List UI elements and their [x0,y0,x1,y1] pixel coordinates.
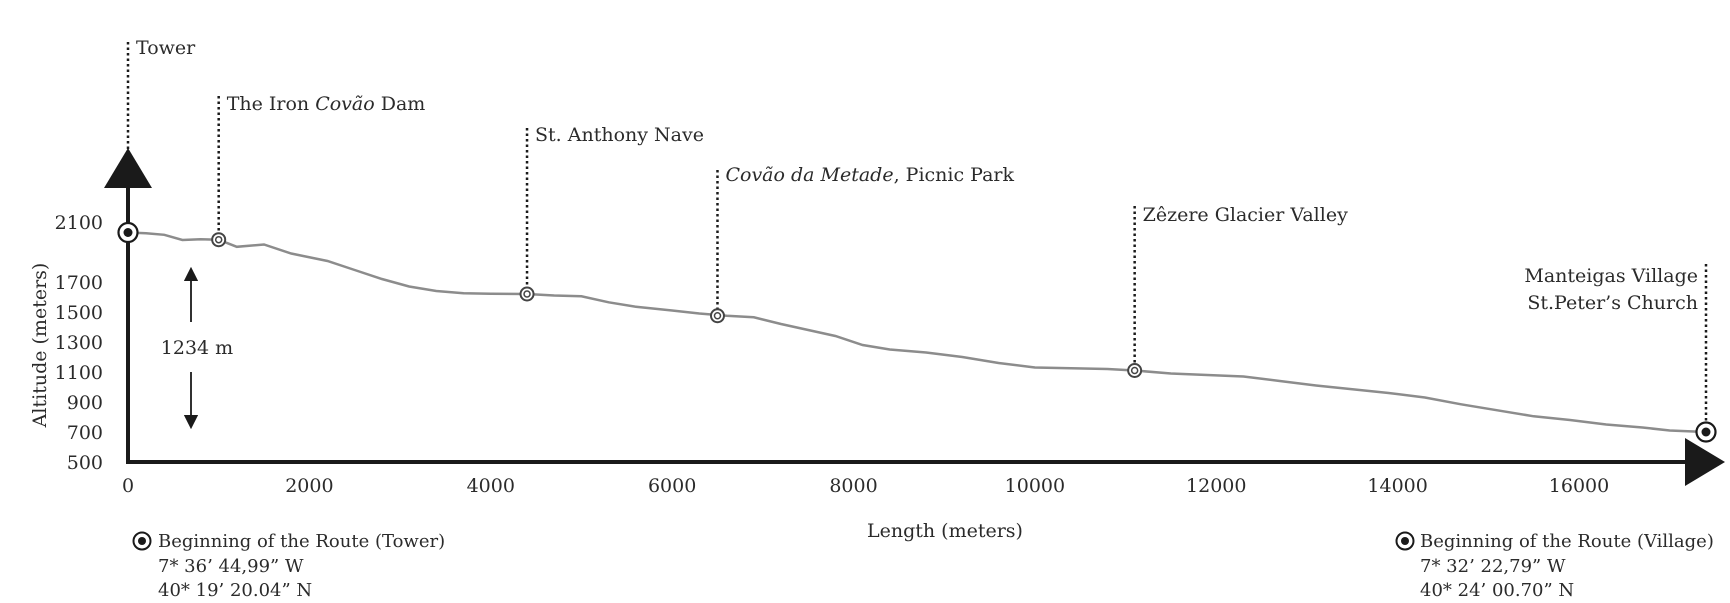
annotation-label-line1: Manteigas Village [1524,265,1698,287]
x-axis-title: Length (meters) [867,520,1023,542]
x-tick-label: 8000 [829,475,877,497]
x-tick-label: 10000 [1005,475,1065,497]
footer-left-latitude: 40* 19’ 20.04” N [158,580,312,601]
route-end-icon [1395,531,1415,551]
waypoint-marker-inner [713,312,722,320]
y-tick-label: 1100 [55,362,103,384]
annotation-label-part: , Picnic Park [894,164,1015,186]
endpoint-marker-dot [123,228,133,237]
annotation-label: St. Anthony Nave [535,124,704,146]
x-tick-label: 14000 [1367,475,1427,497]
route-start-icon [132,531,152,551]
annotation-label-part: Dam [375,93,426,115]
y-tick-label: 1500 [55,302,103,324]
waypoint-marker-inner [523,290,531,298]
footer-left-title: Beginning of the Route (Tower) [158,531,445,552]
elevation-series-line [127,231,1707,434]
waypoint-annotations: Tower The Iron Covão Dam St. Anthony Nave C… [126,37,1708,422]
axes [104,148,1725,486]
y-tick-label: 500 [67,452,103,474]
footer-right-latitude: 40* 24’ 00.70” N [1420,580,1574,601]
annotation-label: The Iron Covão Dam [227,93,426,115]
x-tick-label: 4000 [467,475,515,497]
x-tick-label: 16000 [1549,475,1609,497]
footer-right-title: Beginning of the Route (Village) [1420,531,1714,552]
x-tick-label: 0 [122,475,134,497]
y-tick-label: 900 [67,392,103,414]
annotation-label-line2: St.Peter’s Church [1527,292,1698,314]
endpoint-marker-dot [1701,427,1711,437]
y-tick-labels: 500 700 900 1100 1300 1500 1700 2100 [55,212,103,474]
footer-left: Beginning of the Route (Tower) 7* 36’ 44… [132,531,445,601]
annotation-label-part: The Iron [227,93,315,115]
y-tick-label: 1700 [55,272,103,294]
annotation-label-italic: Covão da Metade [725,164,893,186]
footer-right-longitude: 7* 32’ 22,79” W [1420,556,1566,577]
footer-left-longitude: 7* 36’ 44,99” W [158,556,304,577]
waypoint-marker-inner [1130,366,1139,375]
annotation-label-italic: Covão [315,93,374,115]
gain-label: 1234 m [161,337,233,359]
x-tick-label: 2000 [285,475,333,497]
annotation-label: Zêzere Glacier Valley [1143,204,1348,226]
y-tick-label: 700 [67,422,103,444]
footer-right: Beginning of the Route (Village) 7* 32’ … [1395,531,1714,601]
annotation-label: Tower [136,37,196,59]
x-tick-label: 6000 [648,475,696,497]
y-axis-title: Altitude (meters) [29,263,51,429]
annotation-label: Covão da Metade, Picnic Park [725,164,1014,186]
elevation-gain-indicator: 1234 m [161,266,233,430]
y-tick-label: 1300 [55,332,103,354]
y-tick-label: 2100 [55,212,103,234]
x-tick-label: 12000 [1186,475,1246,497]
waypoint-marker-inner [214,235,223,244]
x-tick-labels: 0 2000 4000 6000 8000 10000 12000 14000 16000 [122,475,1609,497]
waypoint-markers [117,221,1717,443]
